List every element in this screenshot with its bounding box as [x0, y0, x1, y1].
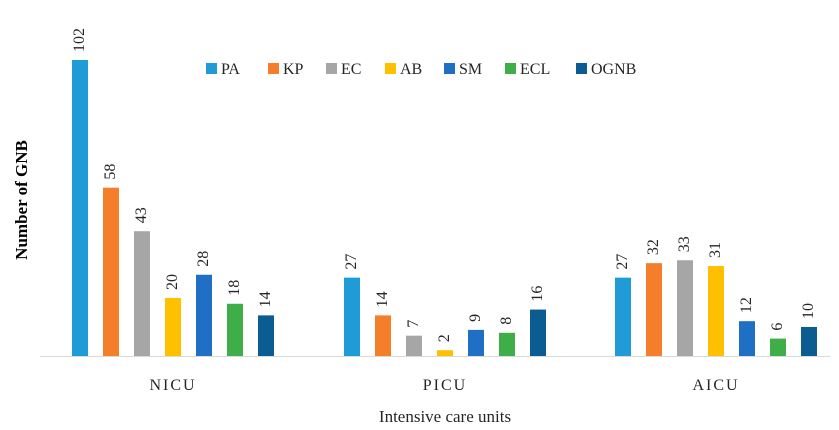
data-label-aicu-sm: 12 [738, 297, 755, 313]
bar-aicu-pa [615, 277, 631, 356]
data-label-aicu-pa: 27 [614, 254, 631, 270]
bars-group: 102 58 43 20 28 18 14 27 14 7 2 9 8 16 27 32 33 31 12 6 10 [71, 28, 817, 356]
data-label-nicu-ecl: 18 [226, 280, 243, 296]
legend-swatch-sm [444, 63, 455, 74]
legend-swatch-ognb [576, 63, 587, 74]
legend-label-ognb: OGNB [591, 61, 636, 78]
legend-label-pa: PA [221, 61, 240, 78]
data-label-nicu-pa: 102 [71, 28, 88, 52]
bar-nicu-ecl [227, 303, 243, 356]
legend-label-ab: AB [400, 61, 422, 78]
legend-swatch-kp [268, 63, 279, 74]
legend-label-ec: EC [341, 61, 361, 78]
bar-aicu-sm [739, 321, 755, 356]
bar-picu-ec [406, 335, 422, 356]
legend: PA KP EC AB SM ECL OGNB [206, 61, 636, 78]
bar-aicu-ecl [770, 338, 786, 356]
data-label-picu-ecl: 8 [498, 317, 515, 325]
category-label-aicu: AICU [692, 377, 739, 394]
y-axis-label: Number of GNB [12, 140, 31, 260]
data-label-picu-ec: 7 [405, 320, 422, 328]
bar-aicu-ec [677, 260, 693, 356]
legend-label-kp: KP [283, 61, 304, 78]
bar-aicu-kp [646, 263, 662, 356]
data-label-nicu-sm: 28 [195, 251, 212, 267]
data-label-aicu-ognb: 10 [800, 303, 817, 319]
data-label-picu-ognb: 16 [529, 286, 546, 302]
data-label-picu-sm: 9 [467, 314, 484, 322]
data-label-aicu-ecl: 6 [769, 323, 786, 331]
data-label-nicu-kp: 58 [102, 164, 119, 180]
bar-picu-ecl [499, 332, 515, 356]
bar-nicu-sm [196, 274, 212, 356]
bar-nicu-pa [72, 60, 88, 356]
category-label-picu: PICU [423, 377, 467, 394]
bar-picu-kp [375, 315, 391, 356]
data-label-picu-ab: 2 [436, 334, 453, 342]
data-label-nicu-ec: 43 [133, 207, 150, 223]
legend-swatch-ab [385, 63, 396, 74]
data-label-nicu-ognb: 14 [257, 291, 274, 307]
data-label-picu-kp: 14 [374, 291, 391, 307]
bar-nicu-ab [165, 297, 181, 356]
data-label-aicu-ab: 31 [707, 242, 724, 258]
bar-picu-ognb [530, 309, 546, 356]
bar-picu-pa [344, 277, 360, 356]
data-label-aicu-kp: 32 [645, 239, 662, 255]
bar-nicu-ec [134, 231, 150, 356]
data-label-picu-pa: 27 [343, 254, 360, 270]
bar-nicu-ognb [258, 315, 274, 356]
legend-label-ecl: ECL [520, 61, 550, 78]
legend-swatch-ec [326, 63, 337, 74]
legend-swatch-ecl [505, 63, 516, 74]
bar-aicu-ognb [801, 326, 817, 356]
bar-aicu-ab [708, 266, 724, 356]
data-label-nicu-ab: 20 [164, 274, 181, 290]
category-labels: NICU PICU AICU [149, 377, 739, 394]
legend-swatch-pa [206, 63, 217, 74]
x-axis-label: Intensive care units [379, 407, 511, 426]
bar-picu-sm [468, 329, 484, 356]
legend-label-sm: SM [459, 61, 482, 78]
category-label-nicu: NICU [149, 377, 196, 394]
bar-picu-ab [437, 350, 453, 356]
data-label-aicu-ec: 33 [676, 236, 693, 252]
bar-nicu-kp [103, 187, 119, 356]
